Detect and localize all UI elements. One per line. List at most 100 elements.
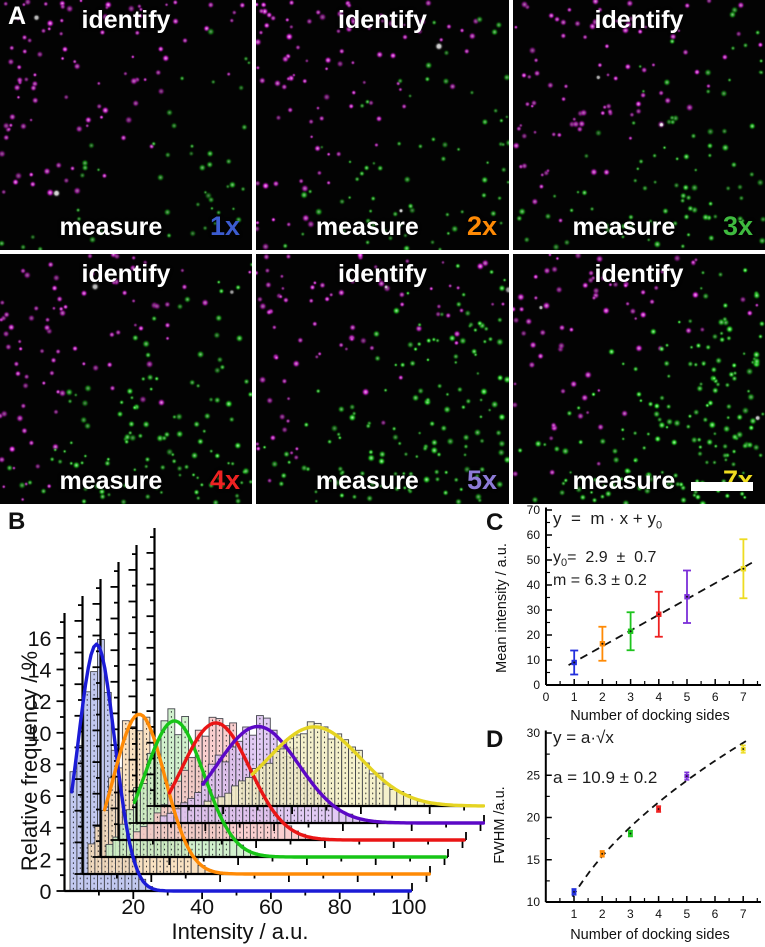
d-x-tick-label: 4 xyxy=(655,907,662,921)
hist-bar-4x xyxy=(139,826,148,841)
measure-label: measure xyxy=(572,467,676,495)
panel-letter-c: C xyxy=(486,509,504,536)
d-x-axis-title: Number of docking sides xyxy=(570,927,730,943)
b-x-axis-title: Intensity / a.u. xyxy=(171,919,309,944)
multiplier-label-4x: 4x xyxy=(209,465,240,495)
scale-bar xyxy=(691,482,753,491)
b-y-axis-title: Relative frequency / % xyxy=(17,650,42,872)
panel-c-chart: 0 10 20 30 40 50 60 70 0 1 2 3 4 5 6 7 y = m · x + y0 y… xyxy=(485,505,765,730)
c-x-tick-label: 0 xyxy=(543,690,550,704)
hist-bar-7x xyxy=(293,734,301,807)
b-y-tick-label: 6 xyxy=(40,785,52,809)
identify-label: identify xyxy=(594,260,684,288)
d-equation: y = a·√x xyxy=(553,728,614,747)
c-equation-sub: 0 xyxy=(655,519,663,532)
c-data-point-center xyxy=(657,613,660,616)
hist-bar-7x xyxy=(348,746,356,807)
b-y-tick-label: 0 xyxy=(40,880,52,904)
c-y-tick-label: 30 xyxy=(527,603,541,617)
mean-intensity-plot: 0 10 20 30 40 50 60 70 0 1 2 3 4 5 6 7 xyxy=(527,505,761,704)
d-y-tick-label: 20 xyxy=(527,811,541,825)
d-data-point-center xyxy=(601,852,604,855)
b-y-tick-label: 8 xyxy=(40,753,52,777)
hist-bar-4x xyxy=(146,822,155,841)
c-x-tick-label: 2 xyxy=(599,690,606,704)
identify-label: identify xyxy=(81,6,171,34)
multiplier-label-3x: 3x xyxy=(722,211,753,241)
b-x-tick-label: 80 xyxy=(328,895,352,919)
hist-bar-7x xyxy=(231,785,239,807)
b-x-tick-label: 100 xyxy=(391,895,427,919)
c-fit-y0: y0= 2.9 ± 0.7 xyxy=(553,549,656,569)
gauss-fit-curve-4x xyxy=(167,721,466,842)
c-y-tick-label: 40 xyxy=(527,578,541,592)
c-x-tick-label: 4 xyxy=(655,690,662,704)
multiplier-label-7x: 7x xyxy=(722,465,753,495)
d-data-point-center xyxy=(685,775,688,777)
micrograph-3x: identify measure 3x xyxy=(513,0,765,250)
multiplier-label-1x: 1x xyxy=(209,211,240,241)
hist-bar-5x xyxy=(194,792,202,824)
c-fit-line xyxy=(568,561,753,666)
panel-letter-d: D xyxy=(486,726,504,753)
micrograph-1x: A identify measure 1x xyxy=(0,0,252,250)
gauss-fit-curve-2x xyxy=(102,712,431,876)
c-x-axis-title: Number of docking sides xyxy=(570,708,730,724)
micrograph-7x: identify measure 7x xyxy=(513,254,765,504)
c-data-point-center xyxy=(629,630,632,633)
d-x-tick-label: 6 xyxy=(712,907,719,921)
b-x-tick-label: 40 xyxy=(190,895,214,919)
c-y-axis-title: Mean intensity / a.u. xyxy=(494,543,510,673)
measure-label: measure xyxy=(315,213,419,241)
b-x-tick-label: 20 xyxy=(121,895,145,919)
identify-label: identify xyxy=(338,260,427,288)
hist-bar-7x xyxy=(224,792,233,807)
c-y-tick-label: 0 xyxy=(533,678,540,692)
fit-curves xyxy=(70,642,485,893)
c-fit-y0-rest: = 2.9 ± 0.7 xyxy=(567,549,657,566)
c-equation: y = m · x + y0 xyxy=(553,509,662,531)
d-plot: 10 15 20 25 30 1 2 3 4 5 6 7 xyxy=(527,726,761,921)
d-fit-a: a = 10.9 ± 0.2 xyxy=(553,768,658,787)
d-fit-curve xyxy=(571,739,748,898)
hist-bar-3x xyxy=(139,783,148,858)
identify-label: identify xyxy=(594,6,684,34)
c-x-tick-label: 3 xyxy=(627,690,634,704)
hist-bar-7x xyxy=(361,762,370,807)
b-y-tick-label: 16 xyxy=(28,627,52,651)
d-data-point-center xyxy=(742,748,745,750)
panel-a: A identify measure 1x identify measure 2… xyxy=(0,0,765,504)
c-x-tick-label: 5 xyxy=(684,690,691,704)
hist-bar-4x xyxy=(132,831,141,841)
multiplier-label-5x: 5x xyxy=(466,465,497,495)
measure-label: measure xyxy=(59,467,163,495)
histogram-bars xyxy=(69,639,439,892)
c-x-tick-label: 1 xyxy=(571,690,578,704)
b-y-tick-label: 2 xyxy=(40,848,52,872)
gauss-fit-curve-1x xyxy=(70,642,412,893)
d-x-tick-label: 1 xyxy=(571,907,578,921)
hist-bar-3x xyxy=(105,843,114,858)
identify-label: identify xyxy=(338,6,427,34)
measure-label: measure xyxy=(572,213,676,241)
c-plot: 0 10 20 30 40 50 60 70 0 1 2 3 4 5 6 7 xyxy=(527,505,761,704)
c-x-tick-label: 7 xyxy=(740,690,747,704)
microscopy-image-4x xyxy=(0,254,252,504)
measure-label: measure xyxy=(315,467,419,495)
d-data-point-center xyxy=(657,808,660,810)
axis-labels: 0 2 4 6 8 10 12 14 16 20 40 60 80 100 xyxy=(28,627,427,919)
d-y-tick-label: 10 xyxy=(527,895,541,909)
c-y-tick-label: 70 xyxy=(527,505,541,517)
microscopy-image-3x xyxy=(513,0,765,250)
b-y-tick-label: 10 xyxy=(28,722,52,746)
microscopy-image-5x xyxy=(256,254,509,504)
hist-bar-2x xyxy=(87,843,96,875)
hist-bar-7x xyxy=(244,776,253,807)
micrograph-5x: identify measure 5x xyxy=(256,254,509,504)
panel-b-chart: 0 2 4 6 8 10 12 14 16 20 40 60 80 100 Relative freque… xyxy=(0,505,485,947)
c-data-point-center xyxy=(601,642,604,645)
b-y-tick-label: 4 xyxy=(40,817,52,841)
microscopy-image-7x xyxy=(513,254,765,504)
d-y-tick-label: 30 xyxy=(527,726,541,740)
